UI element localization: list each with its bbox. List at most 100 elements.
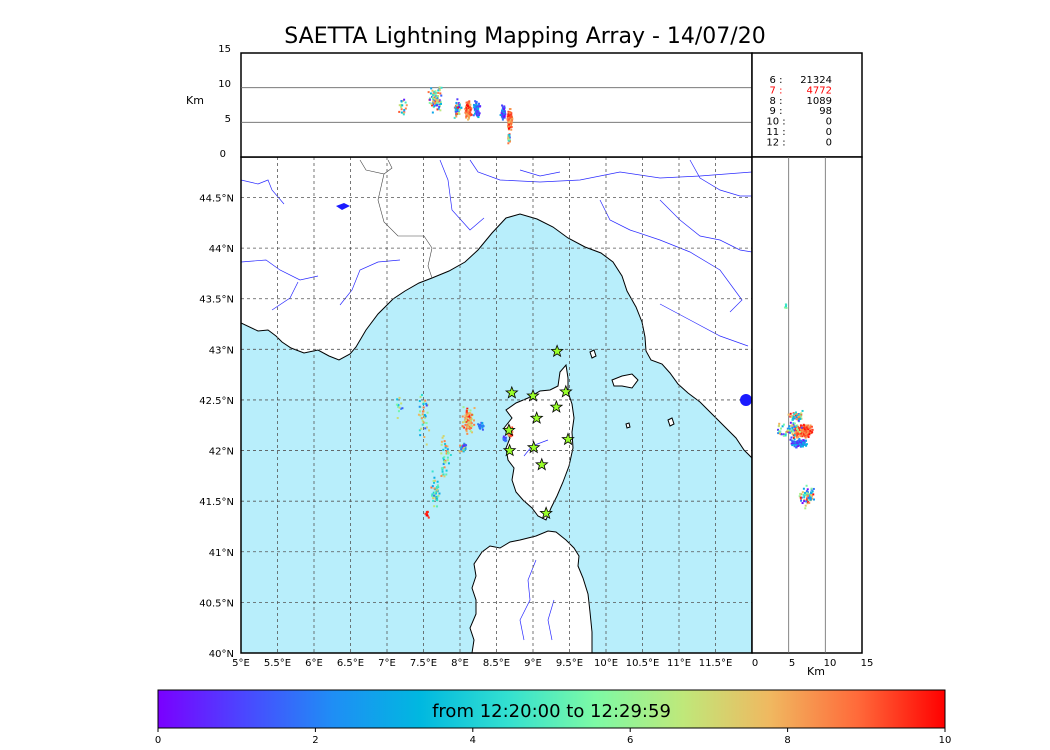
lightning-source [790, 415, 793, 418]
lightning-source [473, 407, 476, 410]
lightning-source [456, 106, 459, 109]
lightning-source [473, 105, 476, 108]
lightning-source [422, 406, 425, 409]
lightning-source [463, 442, 466, 445]
lightning-source [472, 114, 475, 117]
lightning-source [796, 442, 799, 445]
lightning-source [806, 431, 809, 434]
lat-tick-label: 40.5°N [199, 598, 234, 609]
lightning-source [465, 110, 468, 113]
lightning-source [432, 106, 435, 109]
lightning-source [468, 425, 471, 428]
lightning-source [804, 431, 807, 434]
lightning-source [465, 410, 468, 413]
lightning-source [430, 103, 433, 106]
lightning-source [791, 432, 794, 435]
lightning-source [469, 103, 472, 106]
lightning-source [476, 110, 479, 113]
lightning-source [431, 493, 434, 496]
lightning-source [801, 428, 804, 431]
colorbar-ticks: 0 2 4 6 8 10 [155, 728, 951, 746]
lightning-source [403, 108, 406, 111]
lightning-source [457, 110, 460, 113]
lightning-source [809, 429, 812, 432]
lightning-source [455, 108, 458, 111]
lightning-source [467, 107, 470, 110]
lightning-source [467, 426, 470, 429]
lightning-source [477, 113, 480, 116]
lightning-source [789, 412, 792, 415]
lightning-source [511, 117, 514, 120]
lightning-source [503, 116, 506, 119]
stat-station-count: 6 : [770, 75, 783, 86]
lightning-source [433, 102, 436, 105]
lightning-source [456, 98, 459, 101]
lightning-source [794, 416, 797, 419]
lightning-source [800, 496, 803, 499]
lightning-source [419, 395, 422, 398]
colorbar: 0 2 4 6 8 10 [155, 689, 951, 746]
lightning-source [421, 410, 424, 413]
lightning-source [803, 496, 806, 499]
lightning-source [466, 423, 469, 426]
lightning-source [803, 428, 806, 431]
lightning-source [477, 103, 480, 106]
lightning-source [423, 414, 426, 417]
lightning-source [418, 429, 421, 432]
lightning-source [421, 393, 424, 396]
chart-title: SAETTA Lightning Mapping Array - 14/07/2… [284, 24, 766, 49]
lightning-source [510, 119, 513, 122]
lightning-source [792, 423, 795, 426]
lightning-source [789, 438, 792, 441]
lightning-source [509, 124, 512, 127]
lon-tick-label: 8.5°E [483, 658, 510, 669]
lightning-source [784, 434, 787, 437]
lightning-source [419, 434, 422, 437]
lightning-source [429, 92, 432, 95]
lightning-source [438, 492, 441, 495]
lightning-source [425, 513, 428, 516]
lightning-source [437, 494, 440, 497]
lightning-source [454, 110, 457, 113]
lightning-source [807, 498, 810, 501]
lightning-source [507, 110, 510, 113]
lat-tick-label: 44°N [209, 244, 234, 255]
lightning-source [435, 487, 438, 490]
lightning-source [789, 415, 792, 418]
lightning-source [791, 444, 794, 447]
lightning-source [469, 409, 472, 412]
colorbar-label: from 12:20:00 to 12:29:59 [432, 701, 671, 722]
lightning-source [797, 419, 800, 422]
lightning-source [790, 442, 793, 445]
lightning-source [471, 425, 474, 428]
lightning-source [790, 436, 793, 439]
lightning-source [470, 413, 473, 416]
lightning-source [798, 429, 801, 432]
lightning-source [795, 415, 798, 418]
lightning-source [792, 417, 795, 420]
lightning-source [438, 99, 441, 102]
lightning-source [799, 435, 802, 438]
lightning-source [781, 425, 784, 428]
lightning-source [799, 441, 802, 444]
lightning-source [801, 445, 804, 448]
lightning-source [434, 93, 437, 96]
lightning-source [812, 498, 815, 501]
lightning-source [477, 104, 480, 107]
lightning-source [400, 99, 403, 102]
lightning-source [465, 430, 468, 433]
lightning-source [427, 516, 430, 519]
lightning-source [465, 107, 468, 110]
lightning-source [453, 116, 456, 119]
lightning-source [436, 103, 439, 106]
side-xlabel: Km [807, 665, 825, 678]
lon-tick-label: 9°E [524, 658, 542, 669]
lightning-source [465, 417, 468, 420]
lightning-source [481, 425, 484, 428]
lightning-source [433, 494, 436, 497]
lightning-source [465, 444, 468, 447]
lightning-source [402, 113, 405, 116]
lightning-source [811, 431, 814, 434]
lightning-source [501, 108, 504, 111]
lightning-source [805, 500, 808, 503]
